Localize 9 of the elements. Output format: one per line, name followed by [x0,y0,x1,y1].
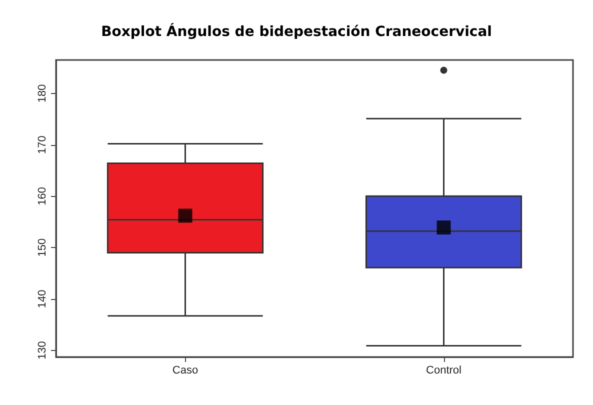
y-tick-label: 170 [36,136,48,154]
y-tick-label: 130 [36,341,48,360]
y-tick-label: 140 [36,290,48,308]
x-tick-label: Caso [172,364,198,376]
y-tick-label: 180 [36,84,48,103]
chart-title: Boxplot Ángulos de bidepestación Craneocervical [101,23,492,40]
y-tick-label: 160 [36,186,48,206]
x-tick-label: Control [426,364,462,376]
y-tick-label: 150 [36,238,48,257]
